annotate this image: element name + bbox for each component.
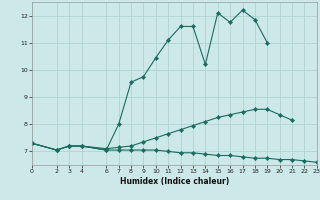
X-axis label: Humidex (Indice chaleur): Humidex (Indice chaleur): [120, 177, 229, 186]
